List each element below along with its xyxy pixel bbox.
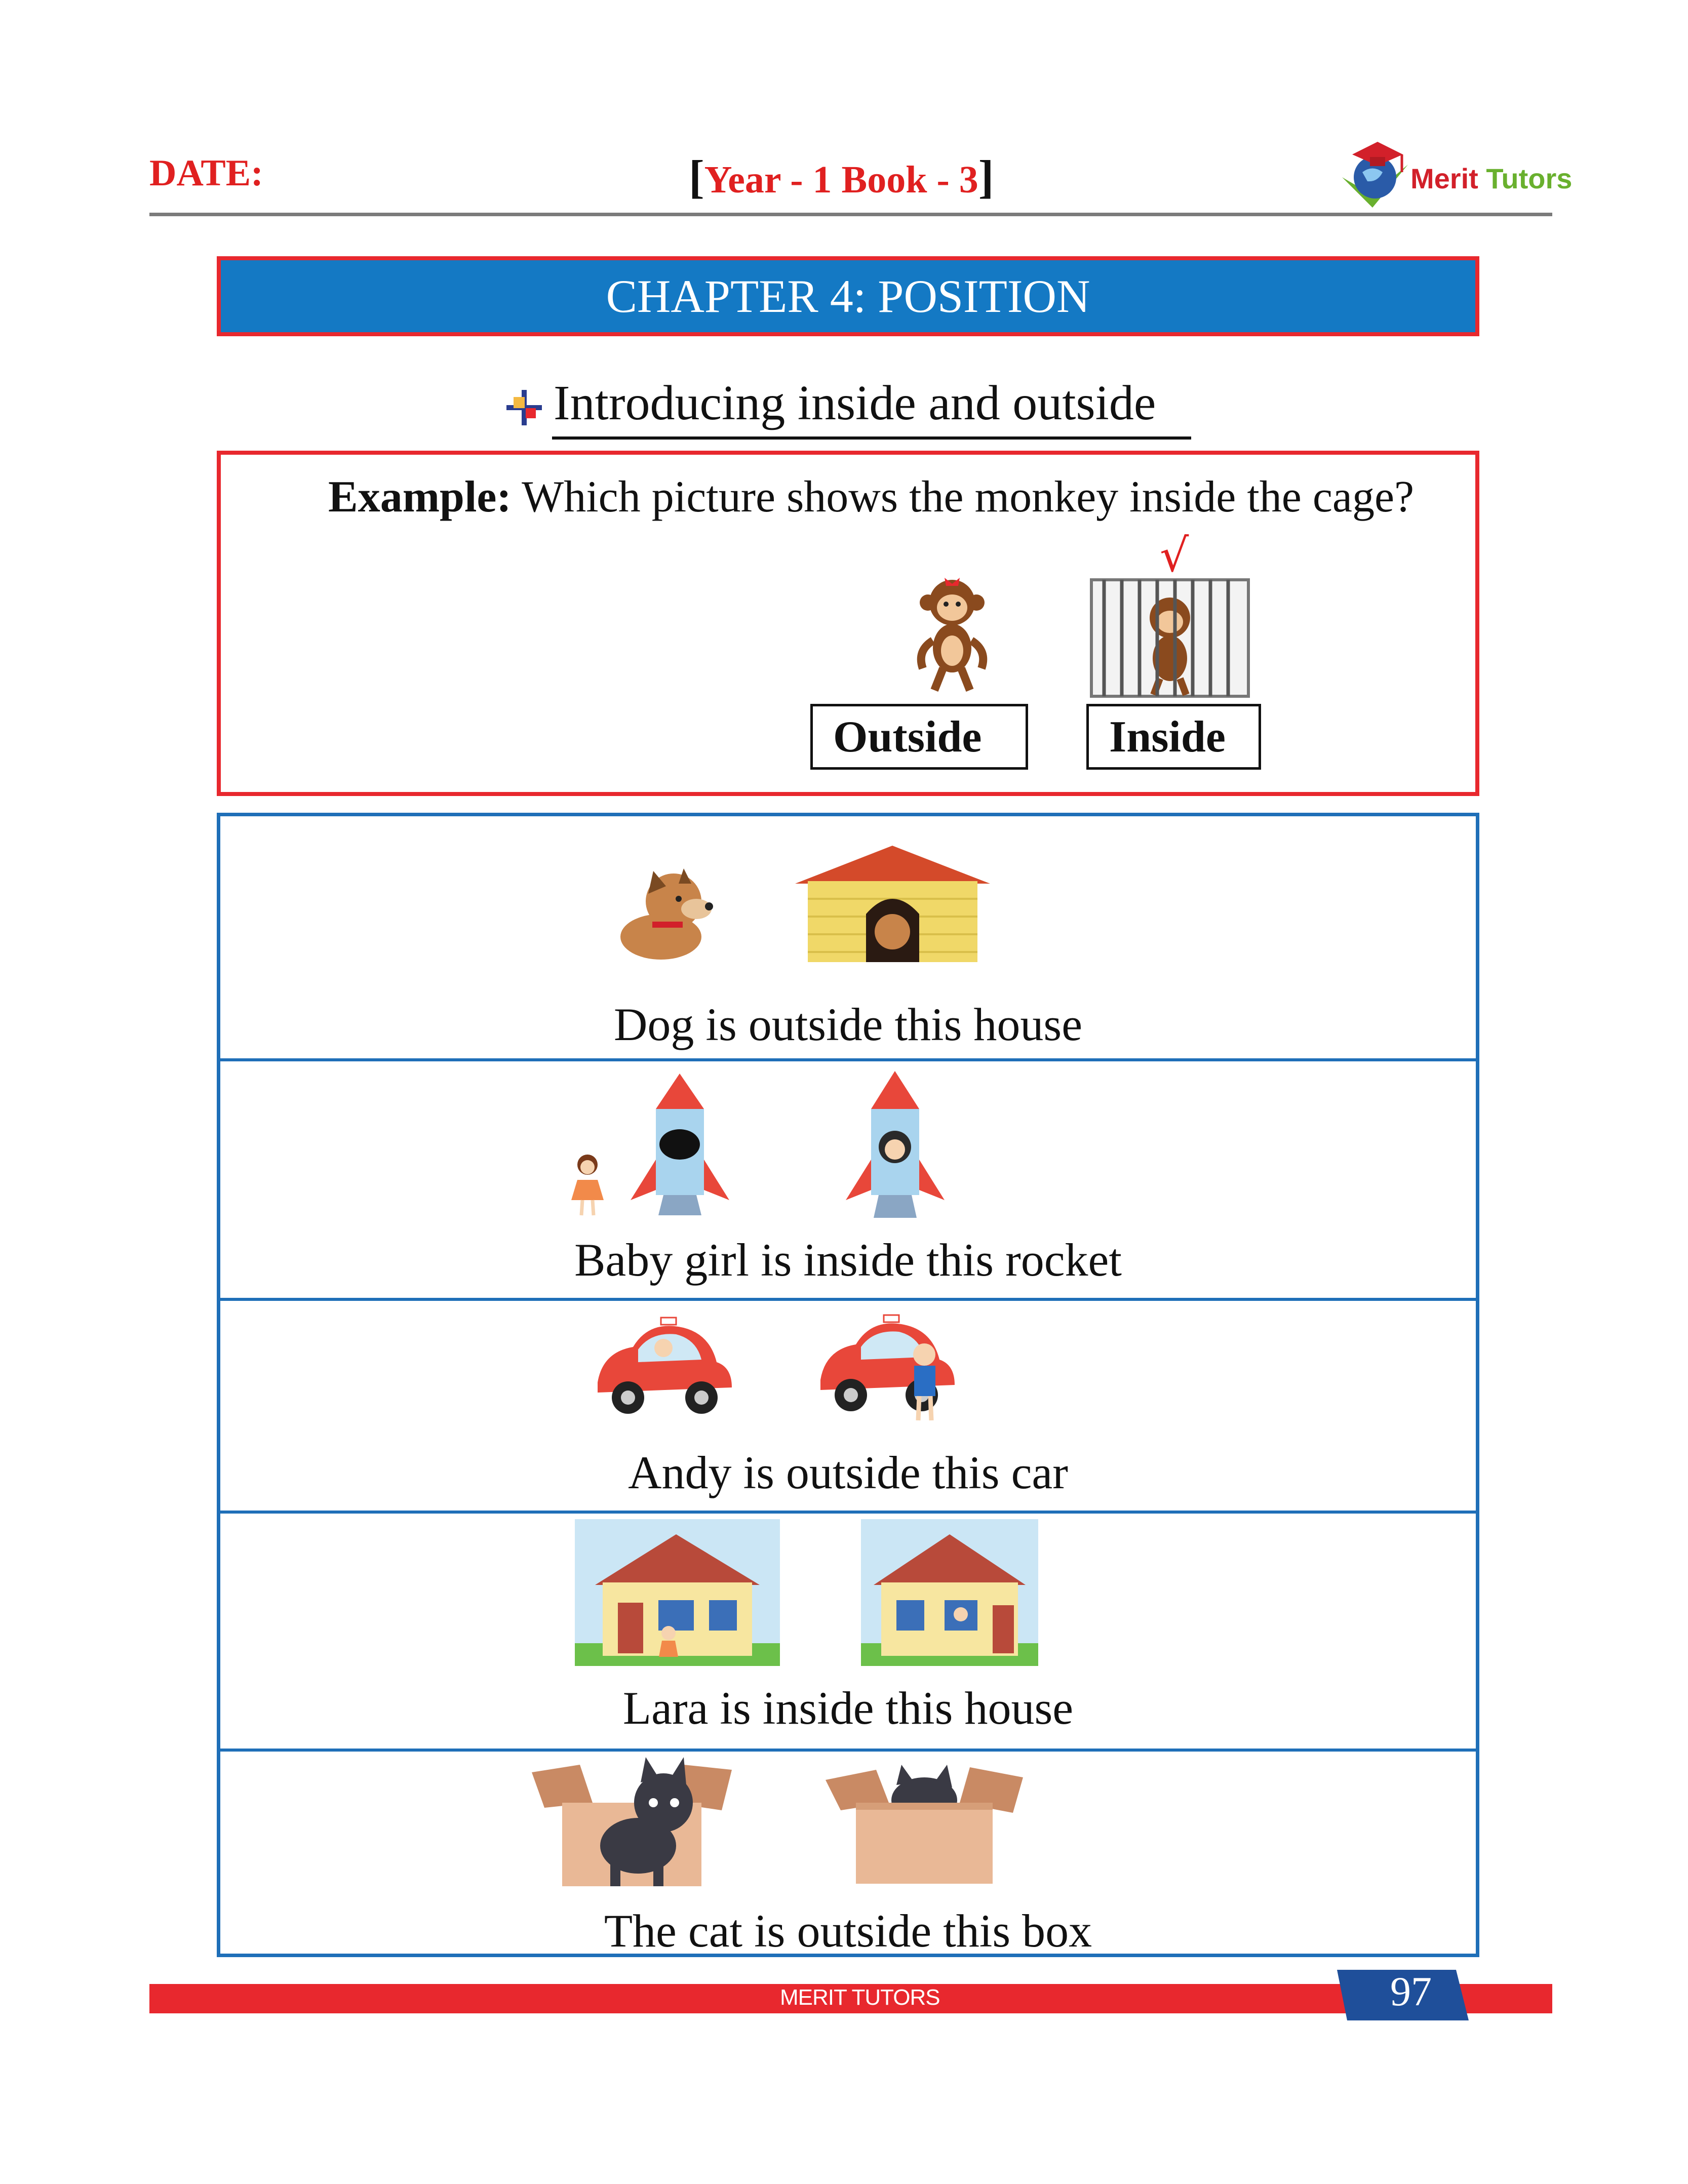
- row-divider: [217, 1749, 1479, 1752]
- car-with-boy-inside-icon: [598, 1317, 732, 1414]
- heading-underline: [552, 436, 1191, 440]
- empty-rocket-icon: [631, 1074, 729, 1215]
- row-caption: The cat is outside this box: [604, 1905, 1092, 1957]
- book-bracket-close: ]: [978, 151, 994, 203]
- row-caption: Dog is outside this house: [613, 999, 1083, 1050]
- girl-icon: [571, 1155, 604, 1216]
- merit-tutors-logo-icon: [1342, 142, 1408, 208]
- example-box: [217, 451, 1479, 796]
- row-caption: Baby girl is inside this rocket: [574, 1234, 1122, 1286]
- book-bracket-open: [: [689, 151, 704, 203]
- section-heading: Introducing inside and outside: [554, 376, 1156, 430]
- date-label: DATE:: [149, 152, 263, 194]
- book-title: Year - 1 Book - 3: [704, 158, 978, 201]
- dog-icon: [620, 868, 713, 960]
- house-with-girl-outside-icon: [575, 1519, 780, 1666]
- row-divider: [217, 1058, 1479, 1061]
- dog-house-icon: [795, 846, 990, 962]
- chapter-banner: CHAPTER 4: POSITION: [217, 256, 1479, 336]
- example-label: Example:: [328, 472, 512, 522]
- row-caption: Lara is inside this house: [622, 1682, 1074, 1734]
- house-with-girl-inside-icon: [861, 1519, 1038, 1666]
- option-outside[interactable]: Outside: [810, 704, 1028, 770]
- logo-wordmark: Merit Tutors: [1410, 162, 1572, 195]
- examples-table: [217, 813, 1479, 1957]
- header-divider: [149, 213, 1552, 216]
- page-number-tab-icon: [1337, 1970, 1469, 2020]
- logo-tutors: Tutors: [1486, 163, 1573, 194]
- monkey-in-cage-icon: [1090, 578, 1250, 698]
- car-with-boy-outside-icon: [820, 1314, 955, 1421]
- example-text: Which picture shows the monkey inside th…: [511, 472, 1415, 522]
- monkey-icon: [917, 578, 988, 692]
- cat-inside-box-icon: [826, 1765, 1023, 1884]
- bullet-icon: [506, 390, 542, 425]
- footer-brand: MERIT TUTORS: [780, 1985, 940, 2010]
- example-question: Example: Which picture shows the monkey …: [328, 463, 1417, 531]
- cat-outside-box-icon: [532, 1757, 732, 1886]
- row-caption: Andy is outside this car: [628, 1447, 1068, 1498]
- rocket-with-girl-icon: [846, 1071, 945, 1218]
- footer-bar: [149, 1984, 1552, 2013]
- row-divider: [217, 1298, 1479, 1301]
- row-divider: [217, 1511, 1479, 1514]
- check-mark: √: [1160, 529, 1189, 582]
- page-number: 97: [1390, 1968, 1432, 2014]
- book-label: [Year - 1 Book - 3]: [689, 150, 994, 204]
- option-inside[interactable]: Inside: [1086, 704, 1261, 770]
- logo-merit: Merit: [1410, 163, 1478, 194]
